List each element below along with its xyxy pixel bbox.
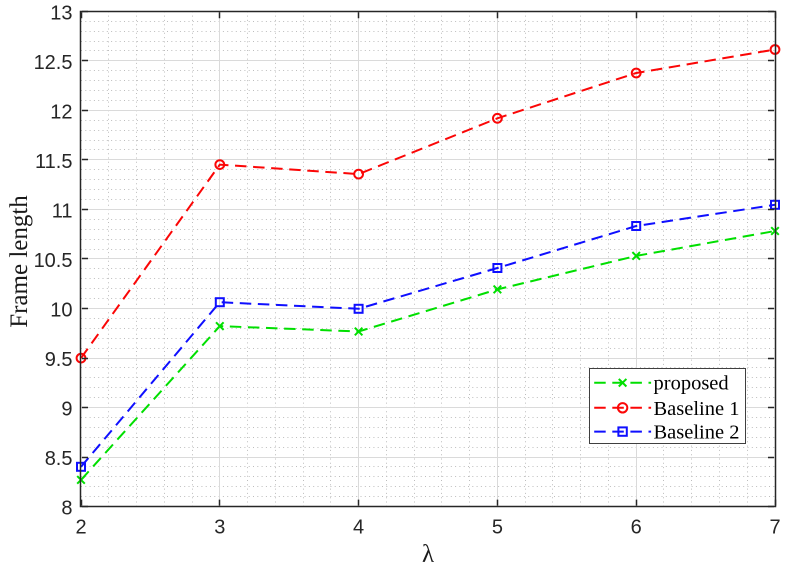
svg-text:10.5: 10.5 xyxy=(34,250,73,272)
svg-text:10: 10 xyxy=(50,300,72,322)
svg-text:2: 2 xyxy=(75,517,86,539)
svg-text:λ: λ xyxy=(422,541,434,568)
svg-text:8: 8 xyxy=(61,498,72,520)
svg-text:3: 3 xyxy=(214,517,225,539)
svg-text:13: 13 xyxy=(50,2,72,24)
svg-text:5: 5 xyxy=(492,517,503,539)
svg-text:7: 7 xyxy=(769,517,780,539)
svg-text:11.5: 11.5 xyxy=(35,151,72,173)
svg-text:9.5: 9.5 xyxy=(45,349,73,371)
svg-text:proposed: proposed xyxy=(654,373,729,395)
svg-text:4: 4 xyxy=(353,517,364,539)
svg-text:12.5: 12.5 xyxy=(34,52,73,74)
svg-text:6: 6 xyxy=(631,517,642,539)
svg-text:Baseline 2: Baseline 2 xyxy=(654,422,740,444)
svg-text:9: 9 xyxy=(61,399,72,421)
svg-text:12: 12 xyxy=(50,101,72,123)
svg-text:Baseline 1: Baseline 1 xyxy=(654,398,740,420)
svg-text:Frame length: Frame length xyxy=(6,195,33,328)
svg-text:11: 11 xyxy=(52,200,73,222)
svg-text:8.5: 8.5 xyxy=(45,448,73,470)
